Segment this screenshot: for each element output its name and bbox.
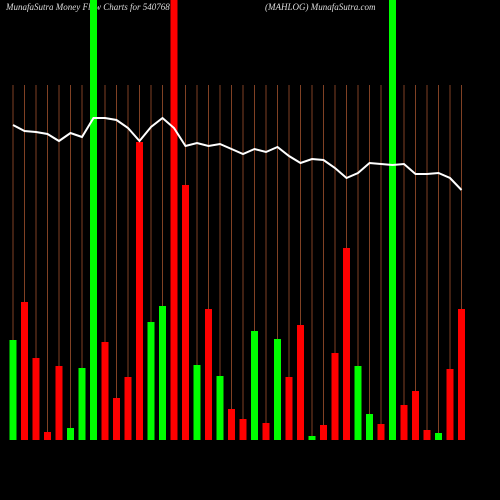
bar — [44, 432, 51, 440]
money-flow-line — [12, 116, 463, 191]
bar — [147, 322, 155, 440]
bar — [446, 369, 454, 440]
bar — [124, 377, 132, 440]
bar — [67, 428, 74, 440]
bar — [32, 358, 40, 440]
bar — [285, 377, 293, 440]
bar — [297, 325, 304, 440]
bar — [136, 142, 143, 440]
bar — [193, 365, 201, 440]
bar — [354, 366, 362, 440]
bar — [308, 436, 316, 440]
bar — [101, 342, 109, 440]
bar — [251, 331, 258, 440]
bar — [435, 433, 442, 440]
bar — [400, 405, 408, 440]
chart-subtitle: (MAHLOG) MunafaSutra.com — [265, 2, 376, 12]
bar — [216, 376, 224, 440]
bar — [170, 0, 178, 440]
bar — [205, 309, 212, 440]
bar — [182, 185, 189, 440]
bar — [423, 430, 431, 440]
bar — [21, 302, 28, 440]
bar — [412, 391, 419, 440]
bar — [274, 339, 281, 440]
bar — [458, 309, 465, 440]
bar — [113, 398, 120, 440]
bar — [239, 419, 247, 440]
bar — [366, 414, 373, 440]
bar — [262, 423, 270, 440]
bar — [228, 409, 235, 440]
chart-title: MunafaSutra Money Flow Charts for 540768 — [5, 2, 170, 12]
bar — [320, 425, 327, 440]
bar — [343, 248, 350, 440]
bar — [90, 0, 97, 440]
bar — [9, 340, 17, 440]
bar — [55, 366, 63, 440]
bar — [159, 306, 166, 440]
bar — [389, 0, 396, 440]
bar — [78, 368, 86, 440]
bar — [331, 353, 339, 440]
bar — [377, 424, 385, 440]
